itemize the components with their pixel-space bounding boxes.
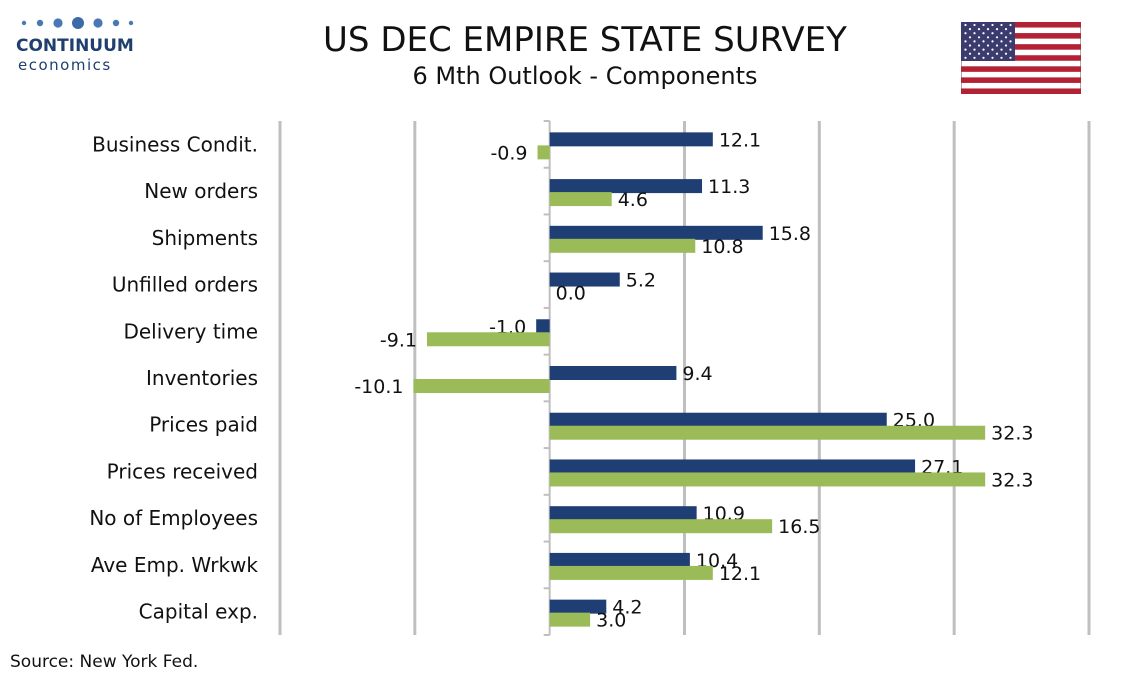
y-axis (543, 120, 551, 636)
chart-title: US DEC EMPIRE STATE SURVEY (323, 20, 847, 60)
data-label-series-2: -9.1 (380, 329, 417, 351)
category-label: Capital exp. (139, 600, 258, 624)
bar-series-1 (549, 599, 607, 614)
data-label-series-2: 10.8 (701, 236, 743, 258)
data-label-series-1: 5.2 (626, 270, 656, 292)
brand-logo: CONTINUUM economics (14, 14, 144, 78)
data-label-series-2: 4.6 (618, 189, 648, 211)
data-label-series-1: 15.8 (769, 223, 811, 245)
data-label-series-2: 32.3 (991, 469, 1033, 491)
category-label: No of Employees (89, 506, 258, 530)
data-label-series-2: 16.5 (778, 516, 820, 538)
bar-series-1 (549, 506, 697, 521)
category-label: Inventories (146, 366, 258, 390)
logo-dots-icon (21, 17, 134, 29)
gridlines (278, 121, 1091, 635)
logo-subtitle: economics (18, 56, 112, 74)
bar-series-1 (549, 132, 713, 147)
data-label-series-1: 12.1 (719, 129, 761, 151)
category-label: New orders (144, 179, 258, 203)
bar-series-1 (549, 552, 690, 567)
bar-series-2 (549, 472, 986, 487)
data-label-series-2: -10.1 (354, 376, 403, 398)
category-label: Prices received (107, 459, 258, 483)
data-label-series-2: -0.9 (490, 142, 527, 164)
data-label-series-1: 11.3 (708, 176, 750, 198)
data-label-series-2: 0.0 (556, 283, 586, 305)
data-label-series-2: 3.0 (596, 610, 626, 632)
bar-series-1 (549, 459, 916, 474)
us-flag-icon (961, 22, 1081, 94)
bar-series-1 (536, 319, 550, 334)
bar-series-2 (549, 238, 696, 253)
category-label: Shipments (152, 226, 258, 250)
data-label-series-2: 32.3 (991, 423, 1033, 445)
bar-series-2 (549, 565, 713, 580)
category-label: Business Condit. (92, 132, 258, 156)
data-label-series-2: 12.1 (719, 563, 761, 585)
category-label: Ave Emp. Wrkwk (91, 553, 259, 577)
bar-series-1 (549, 366, 677, 380)
bar-series-1 (549, 272, 620, 287)
bar-series-1 (549, 179, 703, 194)
bar-series-2 (549, 192, 612, 207)
category-label: Delivery time (123, 319, 258, 343)
category-label: Unfilled orders (112, 273, 258, 297)
bar-series-2 (549, 519, 773, 534)
bar-series-2 (413, 379, 550, 393)
logo-name: CONTINUUM (16, 36, 134, 56)
bar-series-1 (549, 225, 763, 240)
category-label: Prices paid (149, 413, 258, 437)
bar-series-2 (537, 145, 550, 160)
data-label-series-1: 9.4 (682, 363, 712, 385)
source-note: Source: New York Fed. (10, 652, 199, 672)
bar-series-2 (549, 425, 986, 440)
bar-series-2 (549, 612, 591, 627)
data-label-series-1: 4.2 (612, 597, 642, 619)
bar-series-1 (549, 412, 887, 427)
bar-series-2 (426, 332, 550, 347)
chart-subtitle: 6 Mth Outlook - Components (412, 62, 758, 90)
